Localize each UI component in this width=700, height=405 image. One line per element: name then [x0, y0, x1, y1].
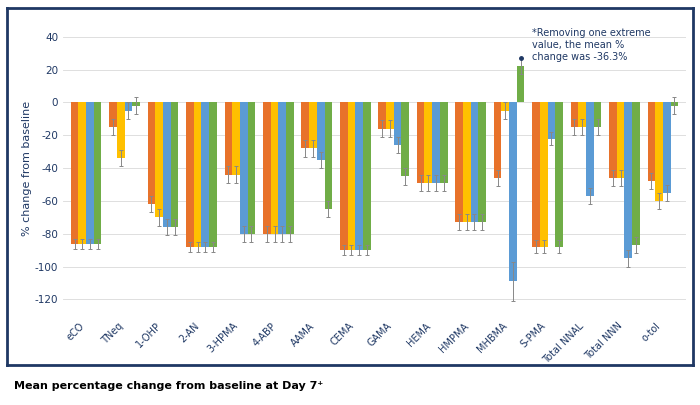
Bar — [555, 102, 563, 247]
Bar — [302, 102, 309, 148]
Bar — [279, 102, 286, 234]
Y-axis label: % change from baseline: % change from baseline — [22, 100, 32, 236]
Bar — [663, 102, 671, 193]
Bar — [547, 102, 555, 139]
Bar — [401, 102, 409, 176]
Bar — [86, 102, 94, 244]
Bar — [594, 102, 601, 127]
Bar — [671, 102, 678, 106]
Bar — [71, 102, 78, 244]
Bar — [232, 102, 240, 175]
Bar — [632, 102, 640, 245]
Bar — [209, 102, 217, 247]
Bar — [125, 102, 132, 111]
Bar — [509, 102, 517, 281]
Bar — [378, 102, 386, 129]
Bar — [386, 102, 393, 129]
Bar — [624, 102, 632, 258]
Bar — [348, 102, 356, 250]
Bar — [194, 102, 202, 247]
Text: Mean percentage change from baseline at Day 7⁺: Mean percentage change from baseline at … — [14, 381, 323, 391]
Text: *Removing one extreme
value, the mean %
change was -36.3%: *Removing one extreme value, the mean % … — [532, 28, 651, 62]
Bar — [286, 102, 294, 234]
Bar — [132, 102, 140, 106]
Bar — [117, 102, 125, 158]
Bar — [240, 102, 248, 234]
Bar — [432, 102, 440, 183]
Bar — [540, 102, 547, 247]
Bar — [501, 102, 509, 111]
Bar — [578, 102, 586, 127]
Bar — [586, 102, 594, 196]
Bar — [155, 102, 163, 217]
Bar — [94, 102, 102, 244]
Bar — [648, 102, 655, 181]
Bar — [424, 102, 432, 183]
Bar — [363, 102, 371, 250]
Bar — [340, 102, 348, 250]
Bar — [78, 102, 86, 244]
Bar — [171, 102, 178, 227]
Bar — [225, 102, 232, 175]
Bar — [248, 102, 256, 234]
Bar — [416, 102, 424, 183]
Bar — [517, 66, 524, 102]
Bar — [317, 102, 325, 160]
Bar — [570, 102, 578, 127]
Bar — [148, 102, 155, 204]
Bar — [440, 102, 447, 183]
Bar — [609, 102, 617, 178]
Bar — [532, 102, 540, 247]
Bar — [109, 102, 117, 127]
Bar — [470, 102, 478, 222]
Bar — [356, 102, 363, 250]
Bar — [163, 102, 171, 227]
Bar — [309, 102, 317, 148]
Bar — [263, 102, 271, 234]
Bar — [271, 102, 279, 234]
Bar — [494, 102, 501, 178]
Bar — [455, 102, 463, 222]
Bar — [325, 102, 332, 209]
Bar — [478, 102, 486, 222]
Bar — [463, 102, 470, 222]
Bar — [655, 102, 663, 201]
Bar — [202, 102, 209, 247]
Bar — [617, 102, 624, 178]
Bar — [186, 102, 194, 247]
Bar — [393, 102, 401, 145]
